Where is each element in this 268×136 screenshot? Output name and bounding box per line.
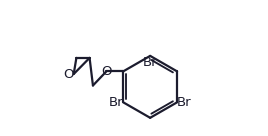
Text: Br: Br bbox=[143, 56, 158, 69]
Text: O: O bbox=[63, 68, 74, 81]
Text: O: O bbox=[101, 65, 112, 78]
Text: Br: Br bbox=[177, 96, 192, 109]
Text: Br: Br bbox=[109, 96, 123, 109]
